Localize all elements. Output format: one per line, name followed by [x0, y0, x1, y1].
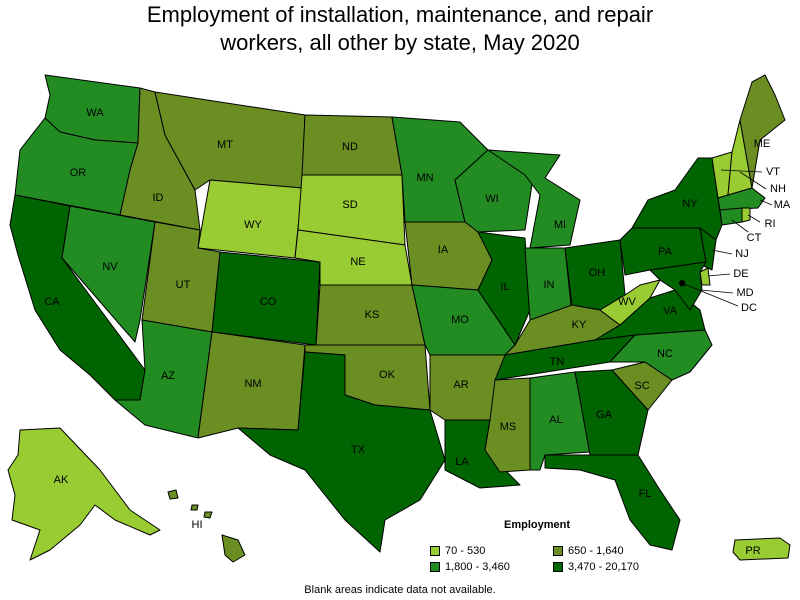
state-label-ND: ND [342, 141, 358, 153]
state-label-IA: IA [438, 244, 449, 256]
state-label-FL: FL [639, 488, 652, 500]
state-label-AK: AK [54, 474, 69, 486]
map-title: Employment of installation, maintenance,… [0, 0, 800, 57]
legend-item-bin-0: 70 - 530 [430, 545, 485, 557]
state-label-HI: HI [192, 519, 203, 531]
state-leader-line-MD [699, 289, 734, 294]
legend-title: Employment [504, 519, 571, 531]
state-label-PA: PA [658, 246, 673, 258]
state-label-GA: GA [596, 409, 613, 421]
state-label-AZ: AZ [161, 370, 175, 382]
state-label-NH: NH [770, 183, 786, 195]
state-label-IL: IL [500, 281, 509, 293]
legend-swatch [553, 546, 563, 556]
state-label-LA: LA [455, 456, 469, 468]
state-label-WY: WY [244, 219, 262, 231]
state-label-CO: CO [260, 296, 277, 308]
state-RI[interactable] [741, 207, 751, 223]
state-MI[interactable] [487, 149, 581, 249]
state-label-DC: DC [741, 302, 757, 314]
state-ME[interactable] [739, 74, 786, 189]
state-label-ME: ME [754, 138, 771, 150]
state-GA[interactable] [574, 369, 649, 456]
state-leader-line-MA [759, 199, 773, 206]
state-label-WV: WV [618, 296, 636, 308]
state-label-ID: ID [153, 192, 164, 204]
state-label-MA: MA [774, 199, 791, 211]
state-label-MO: MO [451, 314, 469, 326]
legend-item-bin-3: 3,470 - 20,170 [553, 561, 639, 573]
state-label-WA: WA [86, 107, 104, 119]
legend-swatch [430, 546, 440, 556]
state-label-PR: PR [745, 545, 760, 557]
state-TX[interactable] [237, 351, 446, 553]
state-NY[interactable] [631, 157, 723, 241]
state-label-CA: CA [44, 296, 60, 308]
state-label-TX: TX [351, 444, 366, 456]
legend-item-bin-1: 650 - 1,640 [553, 545, 624, 557]
state-label-MD: MD [736, 287, 753, 299]
state-label-NM: NM [244, 378, 261, 390]
state-leader-line-DC [683, 283, 739, 307]
state-label-CT: CT [747, 232, 762, 244]
state-MA[interactable] [717, 187, 766, 211]
map-title-line-2: workers, all other by state, May 2020 [220, 30, 580, 55]
state-label-NC: NC [657, 348, 673, 360]
state-label-AL: AL [549, 414, 562, 426]
legend-label: 3,470 - 20,170 [568, 561, 639, 573]
state-label-OK: OK [379, 369, 396, 381]
dc-marker [679, 280, 685, 286]
state-label-OR: OR [70, 167, 87, 179]
state-label-VA: VA [663, 305, 678, 317]
state-NJ[interactable] [699, 227, 717, 271]
state-label-SD: SD [342, 199, 357, 211]
state-CT[interactable] [719, 207, 743, 226]
state-label-DE: DE [733, 268, 748, 280]
state-FL[interactable] [544, 454, 681, 551]
state-label-NJ: NJ [735, 248, 748, 260]
state-leader-line-NJ [711, 249, 733, 255]
state-MD[interactable] [649, 261, 707, 311]
legend-label: 650 - 1,640 [568, 545, 624, 557]
legend-label: 1,800 - 3,460 [445, 561, 510, 573]
state-label-WI: WI [485, 193, 498, 205]
state-label-VT: VT [766, 166, 780, 178]
state-leader-line-NH [739, 171, 767, 190]
state-label-NY: NY [682, 198, 698, 210]
state-AK[interactable] [7, 427, 161, 561]
state-label-OH: OH [589, 267, 606, 279]
state-label-MT: MT [217, 139, 233, 151]
state-NV[interactable] [61, 205, 156, 343]
state-label-MS: MS [500, 421, 517, 433]
state-label-NE: NE [350, 256, 365, 268]
state-label-KS: KS [365, 309, 380, 321]
map-title-line-1: Employment of installation, maintenance,… [146, 2, 654, 27]
state-label-MI: MI [554, 219, 566, 231]
state-label-IN: IN [544, 279, 555, 291]
state-label-TN: TN [550, 356, 565, 368]
legend-item-bin-2: 1,800 - 3,460 [430, 561, 510, 573]
legend-swatch [553, 562, 563, 572]
state-HI[interactable] [167, 489, 246, 563]
state-leader-line-RI [747, 214, 761, 223]
legend-swatch [430, 562, 440, 572]
legend-label: 70 - 530 [445, 545, 486, 557]
state-leader-line-VT [720, 169, 763, 173]
footnote: Blank areas indicate data not available. [304, 584, 496, 596]
state-leader-line-CT [731, 219, 749, 233]
state-PR[interactable] [732, 537, 791, 561]
state-label-AR: AR [453, 379, 468, 391]
state-leader-line-DE [707, 273, 731, 277]
state-label-NV: NV [102, 261, 118, 273]
state-label-SC: SC [634, 380, 649, 392]
state-label-KY: KY [572, 319, 587, 331]
state-label-UT: UT [176, 279, 191, 291]
state-label-MN: MN [416, 172, 433, 184]
state-label-RI: RI [765, 218, 776, 230]
